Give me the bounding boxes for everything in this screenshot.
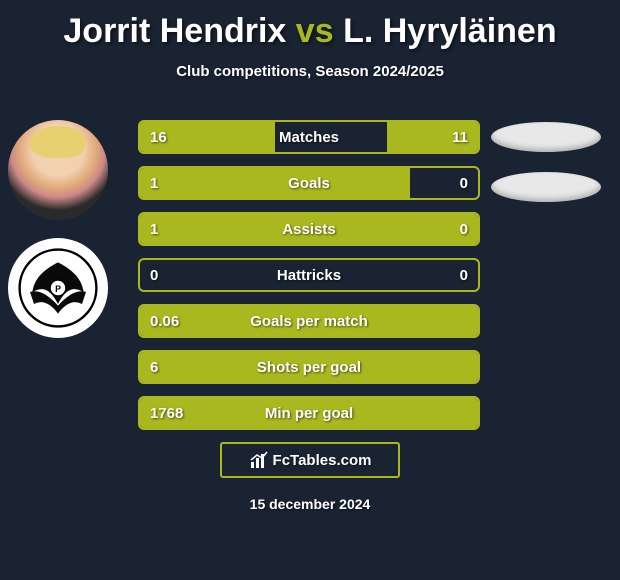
- chart-icon: [249, 450, 269, 470]
- stat-bar: 10Assists: [138, 212, 480, 246]
- club-logo: P: [8, 238, 108, 338]
- eagle-shield-icon: P: [18, 248, 98, 328]
- stat-bar: 0.06Goals per match: [138, 304, 480, 338]
- stat-label: Assists: [140, 221, 478, 238]
- stat-label: Goals: [140, 175, 478, 192]
- svg-text:P: P: [55, 284, 61, 294]
- stat-label: Goals per match: [140, 313, 478, 330]
- stat-label: Matches: [140, 129, 478, 146]
- stat-label: Hattricks: [140, 267, 478, 284]
- player2-placeholder: [491, 122, 601, 152]
- club2-placeholder: [491, 172, 601, 202]
- brand-link[interactable]: FcTables.com: [220, 442, 400, 478]
- vs-label: vs: [296, 12, 334, 50]
- right-avatar-column: [491, 122, 606, 222]
- stat-bar: 1611Matches: [138, 120, 480, 154]
- stats-bars: 1611Matches 10Goals 10Assists 00Hattricks 0.…: [138, 120, 480, 442]
- player-avatar: [8, 120, 108, 220]
- left-avatar-column: P: [8, 120, 118, 356]
- stat-bar: 10Goals: [138, 166, 480, 200]
- brand-text: FcTables.com: [273, 452, 372, 469]
- player1-name: Jorrit Hendrix: [63, 12, 286, 50]
- stat-bar: 6Shots per goal: [138, 350, 480, 384]
- player2-name: L. Hyryläinen: [343, 12, 557, 50]
- stat-label: Min per goal: [140, 405, 478, 422]
- stat-bar: 00Hattricks: [138, 258, 480, 292]
- stat-label: Shots per goal: [140, 359, 478, 376]
- subtitle: Club competitions, Season 2024/2025: [0, 63, 620, 80]
- comparison-title: Jorrit Hendrix vs L. Hyryläinen: [0, 0, 620, 51]
- date-label: 15 december 2024: [0, 496, 620, 512]
- stat-bar: 1768Min per goal: [138, 396, 480, 430]
